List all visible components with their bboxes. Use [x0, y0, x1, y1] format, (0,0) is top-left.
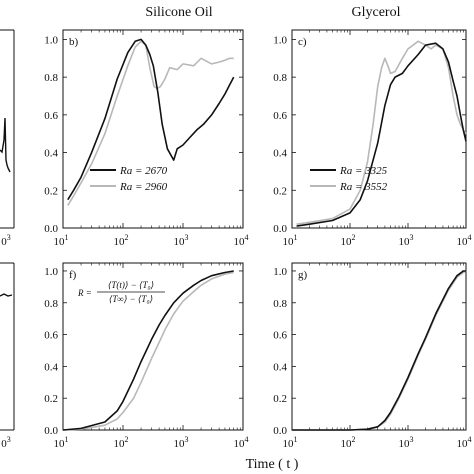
panel-g: 0.0 0.2 0.4 0.6 0.8 1.0 101 102 103 104 g): [273, 262, 472, 450]
panel-label-b: b): [69, 36, 79, 48]
panel-left-top-partial: 03: [0, 29, 15, 248]
x-tick-label-c: 102: [341, 233, 356, 248]
x-tick-label-c: 104: [457, 233, 472, 248]
x-tick-label-c: 103: [399, 233, 414, 248]
y-tick-label-c: 1.0: [273, 34, 287, 46]
y-tick-label-c: 0.6: [273, 110, 287, 122]
y-tick-label-f: 0.0: [44, 425, 58, 437]
partial-series-line: [0, 293, 13, 297]
y-tick-label-f: 1.0: [44, 266, 58, 278]
y-tick-label-b: 0.4: [44, 148, 58, 160]
plot-frame-f: [62, 262, 244, 431]
y-tick-label-f: 0.8: [44, 298, 58, 310]
panel-left-bottom-partial: 03: [0, 262, 15, 450]
series-line-g-1: [292, 270, 466, 431]
y-tick-label-g: 0.4: [273, 361, 287, 373]
x-tick-label-f: 101: [54, 435, 69, 450]
x-axis-label: Time ( t ): [246, 457, 299, 472]
plot-frame-c: [291, 29, 467, 229]
y-tick-label-c: 0.0: [273, 223, 287, 235]
column-title-glycerol: Glycerol: [352, 5, 401, 20]
x-tick-label-f: 102: [114, 435, 129, 450]
x-tick-label-g: 104: [457, 435, 472, 450]
y-tick-label-c: 0.4: [273, 148, 287, 160]
y-tick-label-b: 0.6: [44, 110, 58, 122]
y-tick-label-g: 0.6: [273, 330, 287, 342]
partial-series-line: [0, 117, 11, 173]
series-line-f-0: [62, 271, 234, 431]
y-tick-label-f: 0.4: [44, 361, 58, 373]
series-line-c-1: [296, 42, 467, 227]
x-tick-label-g: 102: [341, 435, 356, 450]
panel-b: 0.0 0.2 0.4 0.6 0.8 1.0 101 102 103 104 b) Ra = 267…: [44, 29, 249, 248]
y-tick-label-b: 1.0: [44, 34, 58, 46]
x-tick-label-g: 101: [283, 435, 298, 450]
x-tick-label-f: 104: [234, 435, 249, 450]
x-tick-label-b: 101: [54, 233, 69, 248]
column-title-silicone-oil: Silicone Oil: [145, 5, 212, 20]
formula-lhs: R =: [77, 288, 92, 298]
series-line-c-0: [296, 40, 467, 225]
y-tick-label-b: 0.2: [44, 185, 58, 197]
y-tick-label-c: 0.2: [273, 185, 287, 197]
y-tick-label-g: 1.0: [273, 266, 287, 278]
series-line-g-0: [292, 270, 467, 431]
legend-label-b-0: Ra = 2670: [119, 165, 168, 177]
plot-frame-g: [291, 262, 467, 431]
x-tick-label-c: 101: [283, 233, 298, 248]
legend-label-b-1: Ra = 2960: [119, 181, 168, 193]
series-line-f-1: [62, 270, 234, 431]
partial-x-tick-label: 03: [1, 233, 11, 248]
formula-denominator: ⟨T∞⟩ − ⟨T₀⟩: [109, 294, 153, 304]
plot-frame-b: [62, 29, 244, 229]
partial-x-tick-label: 03: [1, 435, 11, 450]
y-tick-label-b: 0.0: [44, 223, 58, 235]
panel-label-c: c): [298, 36, 307, 48]
y-tick-label-g: 0.2: [273, 393, 287, 405]
panel-f: 0.0 0.2 0.4 0.6 0.8 1.0 101 102 103 104 f): [44, 262, 249, 450]
x-tick-label-g: 103: [399, 435, 414, 450]
legend-label-c-0: Ra = 3325: [339, 165, 388, 177]
formula-R: R = ⟨T(t)⟩ − ⟨T₀⟩ ⟨T∞⟩ − ⟨T₀⟩: [77, 280, 165, 304]
legend-label-c-1: Ra = 3552: [339, 181, 388, 193]
y-tick-label-f: 0.6: [44, 330, 58, 342]
x-tick-label-b: 104: [234, 233, 249, 248]
x-tick-label-b: 103: [174, 233, 189, 248]
y-tick-label-c: 0.8: [273, 72, 287, 84]
y-tick-label-f: 0.2: [44, 393, 58, 405]
y-tick-label-g: 0.0: [273, 425, 287, 437]
series-line-b-1: [67, 38, 235, 201]
panel-label-f: f): [69, 269, 77, 281]
x-tick-label-f: 103: [174, 435, 189, 450]
formula-numerator: ⟨T(t)⟩ − ⟨T₀⟩: [108, 280, 154, 290]
x-tick-label-b: 102: [114, 233, 129, 248]
panel-c: 0.0 0.2 0.4 0.6 0.8 1.0 101 102 103 104 c) Ra = 332…: [273, 29, 472, 248]
y-tick-label-g: 0.8: [273, 298, 287, 310]
panel-label-g: g): [298, 269, 308, 281]
y-tick-label-b: 0.8: [44, 72, 58, 84]
